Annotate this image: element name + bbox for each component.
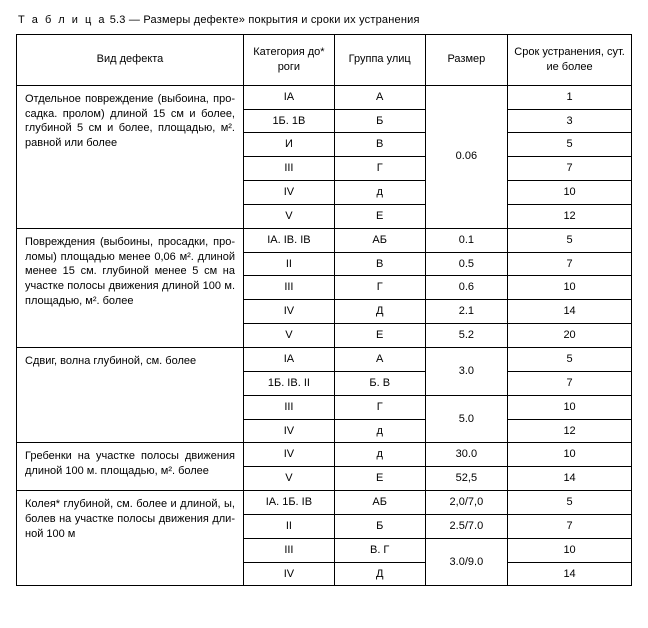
cell-grp: д	[334, 443, 425, 467]
cell-term: 14	[508, 562, 632, 586]
cell-term: 5	[508, 491, 632, 515]
cell-grp: Б	[334, 514, 425, 538]
cell-size: 3.0	[425, 347, 508, 395]
cell-cat: V	[244, 467, 335, 491]
cell-term: 14	[508, 467, 632, 491]
cell-grp: А	[334, 85, 425, 109]
cell-grp: А	[334, 347, 425, 371]
cell-term: 1	[508, 85, 632, 109]
cell-cat: IV	[244, 562, 335, 586]
cell-cat: IV	[244, 419, 335, 443]
cell-cat: V	[244, 324, 335, 348]
cell-term: 10	[508, 276, 632, 300]
cell-grp: В	[334, 133, 425, 157]
cell-cat: И	[244, 133, 335, 157]
cell-cat: III	[244, 157, 335, 181]
table-row: Колея* глубиной, см. более и длиной, ы, …	[17, 491, 632, 515]
cell-defect: Гребенки на участке полосы движения длин…	[17, 443, 244, 491]
cell-size: 2.5/7.0	[425, 514, 508, 538]
cell-size: 3.0/9.0	[425, 538, 508, 586]
cell-term: 12	[508, 204, 632, 228]
cell-grp: Б	[334, 109, 425, 133]
cell-size: 0.5	[425, 252, 508, 276]
cell-cat: IV	[244, 300, 335, 324]
cell-defect: Колея* глубиной, см. более и длиной, ы, …	[17, 491, 244, 586]
cell-grp: В	[334, 252, 425, 276]
th-term: Срок устранения, сут. ие более	[508, 35, 632, 86]
cell-term: 7	[508, 371, 632, 395]
th-category: Категория до* роги	[244, 35, 335, 86]
cell-term: 12	[508, 419, 632, 443]
cell-term: 10	[508, 395, 632, 419]
cell-size: 2.1	[425, 300, 508, 324]
cell-grp: Б. В	[334, 371, 425, 395]
cell-term: 5	[508, 347, 632, 371]
cell-term: 20	[508, 324, 632, 348]
table-caption: Т а б л и ц а 5.3 — Размеры дефекте» пок…	[18, 14, 632, 26]
cell-term: 7	[508, 157, 632, 181]
cell-cat: 1Б. 1В	[244, 109, 335, 133]
table-row: Гребенки на участке полосы движения длин…	[17, 443, 632, 467]
cell-term: 5	[508, 228, 632, 252]
cell-cat: IА. 1Б. IВ	[244, 491, 335, 515]
cell-grp: д	[334, 419, 425, 443]
cell-grp: Е	[334, 204, 425, 228]
th-size: Размер	[425, 35, 508, 86]
caption-prefix: Т а б л и ц а	[18, 14, 106, 26]
cell-size: 5.2	[425, 324, 508, 348]
cell-defect: Сдвиг, волна глубиной, см. более	[17, 347, 244, 442]
table-row: Повреждения (выбоины, просадки, про­ломы…	[17, 228, 632, 252]
cell-size: 2,0/7,0	[425, 491, 508, 515]
cell-defect: Отдельное повреждение (выбоина, про­садк…	[17, 85, 244, 228]
cell-cat: V	[244, 204, 335, 228]
cell-size: 0.1	[425, 228, 508, 252]
cell-term: 10	[508, 443, 632, 467]
cell-cat: IV	[244, 181, 335, 205]
cell-term: 10	[508, 181, 632, 205]
cell-term: 5	[508, 133, 632, 157]
cell-cat: IА	[244, 85, 335, 109]
cell-grp: Г	[334, 157, 425, 181]
cell-cat: III	[244, 395, 335, 419]
cell-cat: IV	[244, 443, 335, 467]
cell-size: 5.0	[425, 395, 508, 443]
cell-size: 30.0	[425, 443, 508, 467]
cell-grp: д	[334, 181, 425, 205]
cell-grp: Г	[334, 276, 425, 300]
cell-grp: Г	[334, 395, 425, 419]
defects-table: Вид дефекта Категория до* роги Группа ул…	[16, 34, 632, 586]
cell-size: 52,5	[425, 467, 508, 491]
cell-grp: Д	[334, 562, 425, 586]
cell-cat: IА	[244, 347, 335, 371]
th-defect: Вид дефекта	[17, 35, 244, 86]
cell-term: 14	[508, 300, 632, 324]
cell-grp: Д	[334, 300, 425, 324]
cell-size: 0.06	[425, 85, 508, 228]
cell-cat: 1Б. IВ. II	[244, 371, 335, 395]
cell-grp: АБ	[334, 491, 425, 515]
table-row: Отдельное повреждение (выбоина, про­садк…	[17, 85, 632, 109]
cell-grp: АБ	[334, 228, 425, 252]
cell-cat: II	[244, 514, 335, 538]
table-header-row: Вид дефекта Категория до* роги Группа ул…	[17, 35, 632, 86]
cell-term: 10	[508, 538, 632, 562]
cell-grp: Е	[334, 467, 425, 491]
cell-grp: Е	[334, 324, 425, 348]
th-group: Группа улиц	[334, 35, 425, 86]
cell-term: 3	[508, 109, 632, 133]
cell-cat: III	[244, 276, 335, 300]
caption-rest: 5.3 — Размеры дефекте» покрытия и сроки …	[106, 14, 419, 26]
cell-cat: II	[244, 252, 335, 276]
cell-grp: В. Г	[334, 538, 425, 562]
cell-size: 0.6	[425, 276, 508, 300]
cell-defect: Повреждения (выбоины, просадки, про­ломы…	[17, 228, 244, 347]
cell-term: 7	[508, 252, 632, 276]
cell-cat: IА. IВ. IВ	[244, 228, 335, 252]
cell-term: 7	[508, 514, 632, 538]
cell-cat: III	[244, 538, 335, 562]
table-row: Сдвиг, волна глубиной, см. более IА А 3.…	[17, 347, 632, 371]
